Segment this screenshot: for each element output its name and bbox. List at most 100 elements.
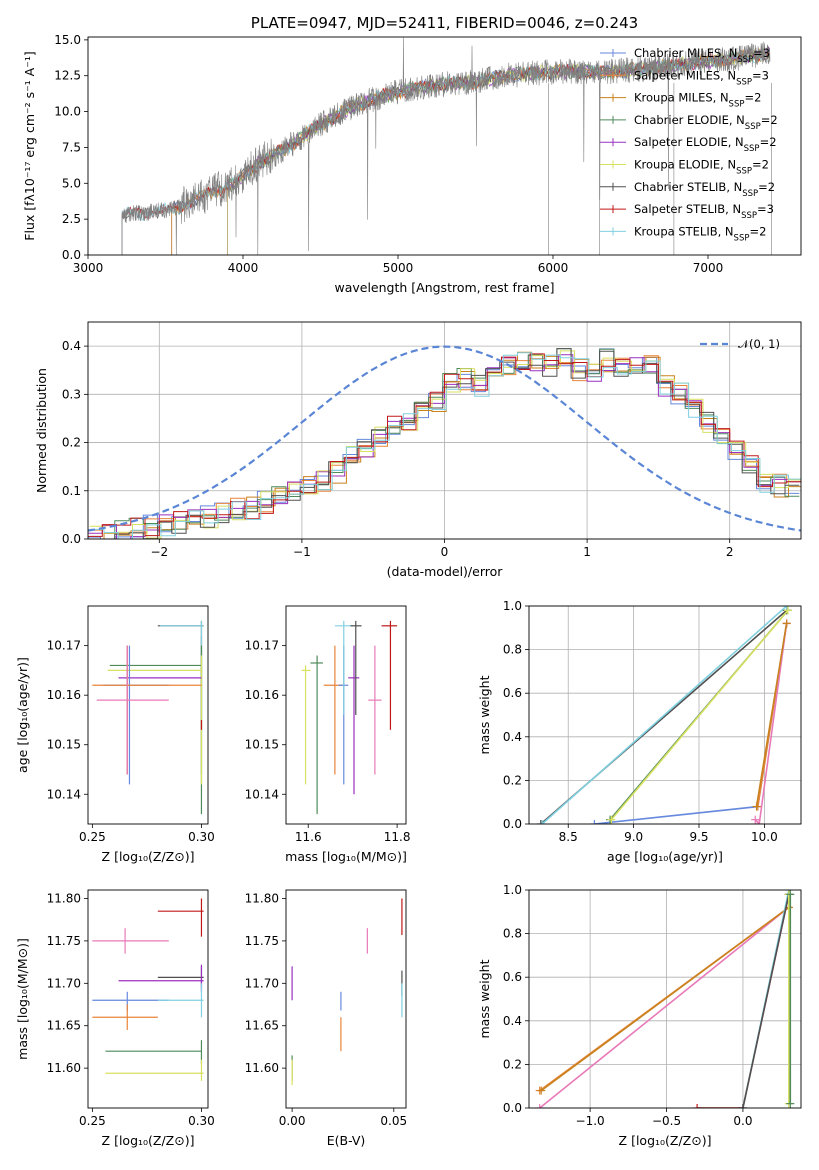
chart-age-vs-Z: 0.25 0.30 10.14 10.15 10.16 10.17 Z [log₁₀(Z/Z… — [15, 605, 215, 864]
y-tick-label: 0.0 — [503, 1101, 522, 1115]
y-tick-label: 11.80 — [47, 891, 81, 905]
plot-area — [535, 890, 795, 1108]
y-tick-label: 0.4 — [62, 339, 81, 353]
y-tick-label: 11.80 — [245, 891, 279, 905]
data-point — [92, 928, 169, 954]
y-axis-label: age [log₁₀(age/yr)] — [15, 657, 30, 773]
weight-series — [786, 890, 795, 1108]
y-tick-label: 11.75 — [47, 934, 81, 948]
plot-area — [92, 620, 204, 815]
axes-frame — [528, 605, 802, 825]
y-tick-label: 10.0 — [54, 105, 81, 119]
y-tick-label: 1.0 — [503, 883, 522, 897]
weight-series — [752, 619, 791, 811]
x-tick-label: −1 — [293, 545, 311, 559]
x-axis-label: wavelength [Angstrom, rest frame] — [334, 280, 554, 295]
x-tick-label: 2 — [726, 545, 734, 559]
y-axis-label: mass weight — [477, 959, 492, 1038]
y-tick-label: 0.4 — [503, 1014, 522, 1028]
y-tick-label: 10.17 — [47, 639, 81, 653]
axes-frame — [87, 605, 209, 825]
y-tick-label: 7.5 — [62, 140, 81, 154]
plot-area — [536, 606, 792, 824]
weight-series — [538, 606, 791, 824]
y-tick-label: 0.0 — [503, 817, 522, 831]
gaussian-curve — [88, 345, 801, 532]
legend-label: 𝒩(0, 1) — [738, 337, 780, 351]
weight-line — [610, 609, 789, 821]
y-tick-label: 0.2 — [503, 773, 522, 787]
y-tick-label: 11.70 — [47, 976, 81, 990]
y-tick-label: 2.5 — [62, 212, 81, 226]
residual-histogram-step — [88, 353, 801, 537]
x-tick-label: 0.05 — [380, 1114, 407, 1128]
y-tick-label: 11.65 — [47, 1019, 81, 1033]
plot-area — [92, 898, 204, 1081]
chart-title: PLATE=0947, MJD=52411, FIBERID=0046, z=0… — [251, 14, 638, 32]
y-tick-label: 0.6 — [503, 970, 522, 984]
plot-area — [88, 345, 801, 539]
x-tick-label: 10.0 — [751, 830, 778, 844]
y-tick-label: 11.70 — [245, 976, 279, 990]
y-tick-label: 0.8 — [503, 927, 522, 941]
y-tick-label: 10.14 — [245, 787, 279, 801]
residual-histogram-step — [89, 352, 801, 539]
y-tick-label: 5.0 — [62, 176, 81, 190]
y-tick-label: 0.6 — [503, 686, 522, 700]
y-tick-label: 10.16 — [245, 688, 279, 702]
chart-mass-vs-Z: 0.25 0.30 11.60 11.65 11.70 11.75 11.80 Z [log₁… — [15, 889, 215, 1148]
weight-line — [540, 906, 790, 1092]
y-tick-label: 10.15 — [47, 738, 81, 752]
x-axis-label: E(B-V) — [327, 1133, 366, 1148]
data-point — [350, 620, 362, 715]
x-tick-label: 0.00 — [279, 1114, 306, 1128]
data-point — [310, 655, 323, 815]
x-tick-label: 0.25 — [79, 1114, 106, 1128]
weight-line — [755, 623, 788, 807]
x-tick-label: 0.0 — [733, 1114, 752, 1128]
weight-line — [742, 894, 790, 1108]
chart-residuals: −2 −1 0 1 2 0.0 0.1 0.2 0.3 0.4 (data-model)/error… — [34, 321, 802, 579]
data-point — [157, 983, 204, 1018]
data-point — [96, 645, 169, 775]
x-tick-label: 6000 — [538, 261, 569, 275]
y-tick-label: 10.17 — [245, 639, 279, 653]
data-point — [368, 645, 382, 775]
data-point — [92, 1004, 158, 1030]
x-axis-label: Z [log₁₀(Z/Z⊙)] — [619, 1133, 712, 1148]
y-tick-label: 0.3 — [62, 387, 81, 401]
x-tick-label: 5000 — [383, 261, 414, 275]
y-tick-label: 11.75 — [245, 934, 279, 948]
y-axis-label: mass [log₁₀(M/M⊙)] — [15, 938, 30, 1060]
x-axis-label: mass [log₁₀(M/M⊙)] — [285, 849, 407, 864]
y-tick-label: 0.0 — [62, 248, 81, 262]
x-tick-label: 11.8 — [384, 830, 411, 844]
y-tick-label: 11.60 — [245, 1061, 279, 1075]
x-axis-label: Z [log₁₀(Z/Z⊙)] — [102, 1133, 195, 1148]
y-tick-label: 11.65 — [245, 1019, 279, 1033]
weight-line — [541, 606, 788, 824]
chart-age-vs-mass: 11.6 11.8 10.14 10.15 10.16 10.17 mass [log₁₀(… — [245, 605, 411, 864]
weight-line — [539, 906, 790, 1108]
x-tick-label: 9.5 — [689, 830, 708, 844]
x-tick-label: 8.5 — [559, 830, 578, 844]
y-tick-label: 1.0 — [503, 599, 522, 613]
y-tick-label: 11.60 — [47, 1061, 81, 1075]
x-tick-label: 1 — [583, 545, 591, 559]
plot-area — [291, 898, 403, 1086]
axes-frame — [528, 889, 802, 1109]
x-tick-label: −2 — [150, 545, 168, 559]
weight-line — [754, 623, 788, 824]
x-tick-label: 0.30 — [188, 830, 215, 844]
x-tick-label: 3000 — [73, 261, 104, 275]
chart-mass-vs-EBV: 0.00 0.05 11.60 11.65 11.70 11.75 11.80 E(B-V) — [245, 889, 407, 1148]
x-axis-label: age [log₁₀(age/yr)] — [607, 849, 723, 864]
chart-weight-vs-age: 8.5 9.0 9.5 10.0 0.0 0.2 0.4 0.6 0.8 1.0 age [log₁… — [477, 599, 802, 864]
y-axis-label: mass weight — [477, 675, 492, 754]
data-point — [348, 645, 360, 795]
x-tick-label: 11.6 — [295, 830, 322, 844]
axes-frame — [285, 605, 407, 825]
residual-histogram-step — [88, 348, 800, 539]
data-point — [157, 898, 204, 937]
residual-histogram-step — [88, 354, 801, 539]
